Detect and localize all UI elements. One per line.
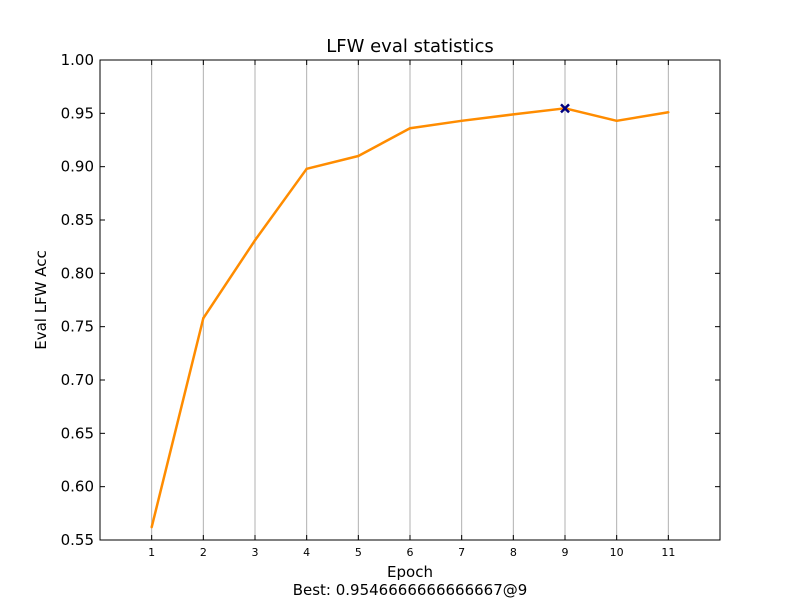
x-tick-label: 11 bbox=[661, 546, 675, 559]
y-tick-label: 0.65 bbox=[61, 424, 94, 442]
y-tick-label: 0.75 bbox=[61, 318, 94, 336]
data-point bbox=[512, 113, 515, 116]
y-tick-label: 0.80 bbox=[61, 264, 94, 282]
x-tick-label: 4 bbox=[303, 546, 310, 559]
x-tick-label: 9 bbox=[562, 546, 569, 559]
y-tick-label: 0.85 bbox=[61, 211, 94, 229]
ticks-layer: 1 2 3 4 5 6 7 8 9 10 11 0.55 0.60 0.65 0.70 0.75 0.80 0.8… bbox=[61, 51, 720, 559]
data-point bbox=[202, 316, 205, 320]
data-point bbox=[667, 111, 670, 114]
data-point bbox=[305, 167, 308, 170]
data-point bbox=[253, 239, 257, 242]
best-point-marker bbox=[560, 103, 570, 114]
x-tick-label: 1 bbox=[148, 546, 155, 559]
plot-area-frame bbox=[99, 59, 721, 541]
data-point bbox=[150, 526, 153, 529]
x-tick-label: 2 bbox=[200, 546, 207, 559]
data-point bbox=[460, 119, 463, 123]
y-tick-label: 0.60 bbox=[61, 478, 94, 496]
y-axis-label: Eval LFW Acc bbox=[32, 250, 50, 350]
data-point bbox=[408, 127, 412, 130]
x-tick-label: 8 bbox=[510, 546, 517, 559]
y-tick-label: 1.00 bbox=[61, 51, 94, 69]
y-tick-label: 0.90 bbox=[61, 158, 94, 176]
best-score-caption: Best: 0.9546666666666667@9 bbox=[293, 581, 528, 599]
x-tick-label: 6 bbox=[407, 546, 414, 559]
y-tick-label: 0.95 bbox=[61, 104, 94, 122]
y-tick-label: 0.70 bbox=[61, 371, 94, 389]
data-point bbox=[615, 119, 618, 123]
data-point bbox=[357, 154, 360, 158]
y-tick-label: 0.55 bbox=[61, 531, 94, 549]
x-tick-label: 7 bbox=[458, 546, 465, 559]
grid-layer bbox=[151, 60, 669, 540]
x-tick-label: 10 bbox=[610, 546, 624, 559]
x-tick-label: 5 bbox=[355, 546, 362, 559]
x-tick-label: 3 bbox=[252, 546, 259, 559]
x-axis-label: Epoch bbox=[387, 563, 433, 581]
marker-layer bbox=[560, 103, 570, 114]
chart-title: LFW eval statistics bbox=[326, 36, 494, 57]
